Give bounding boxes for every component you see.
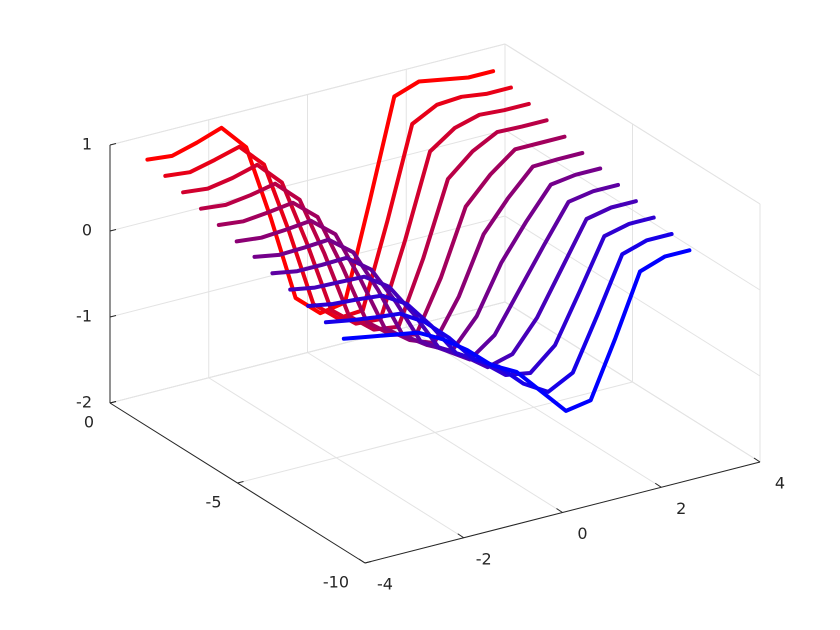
grid-line	[504, 301, 761, 463]
tick-mark	[753, 457, 761, 463]
grid-line	[109, 43, 506, 146]
x-tick-label: -2	[476, 549, 492, 568]
grid-line	[237, 381, 633, 484]
z-tick-label: 0	[82, 221, 92, 240]
series-line	[199, 118, 549, 332]
tick-mark	[457, 533, 465, 539]
tick-mark	[556, 508, 563, 513]
x-tick-label: 0	[577, 524, 587, 543]
series-line	[145, 69, 496, 316]
grid-line	[109, 129, 506, 232]
x-tick-label: 2	[676, 499, 686, 518]
z-tick-label: 1	[82, 135, 92, 154]
y-tick-label: 0	[84, 413, 94, 432]
tick-mark	[109, 401, 117, 404]
z-tick-label: -1	[76, 307, 92, 326]
y-tick-label: -10	[323, 573, 349, 592]
grid-line	[109, 301, 506, 404]
x-tick-label: 4	[775, 474, 785, 493]
tick-mark	[237, 481, 244, 484]
tick-mark	[654, 482, 662, 488]
z-tick-label: -2	[76, 393, 92, 412]
series-line	[181, 101, 531, 326]
grid-line	[504, 43, 761, 205]
grid-line	[504, 129, 761, 291]
tick-mark	[109, 143, 117, 146]
series-line	[163, 85, 513, 321]
y-tick-label: -5	[206, 493, 222, 512]
series-line	[341, 248, 692, 413]
x-tick-label: -4	[377, 575, 393, 594]
tick-mark	[358, 558, 366, 564]
tick-mark	[109, 315, 117, 318]
tick-mark	[364, 561, 372, 564]
tick-mark	[109, 229, 117, 232]
